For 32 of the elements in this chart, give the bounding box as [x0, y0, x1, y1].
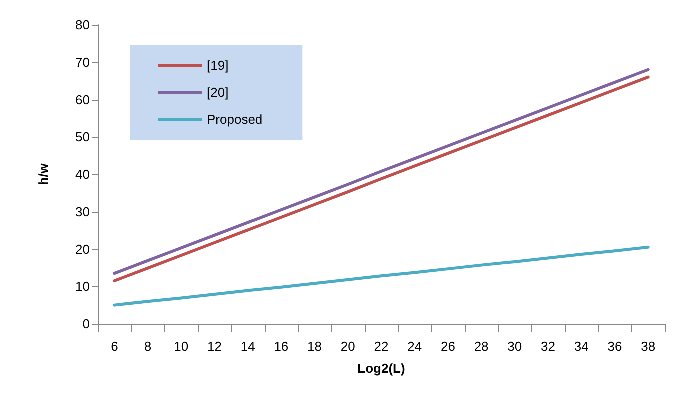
y-tick-label: 50: [76, 130, 90, 145]
x-tick-label: 30: [508, 339, 522, 354]
x-tick-label: 34: [574, 339, 589, 354]
x-tick-label: 24: [408, 339, 422, 354]
y-tick-label: 30: [76, 204, 90, 220]
x-tick-label: 28: [474, 339, 489, 354]
y-tick-label: 70: [76, 54, 90, 70]
x-axis-title: Log2(L): [358, 361, 406, 376]
y-axis-title: h/w: [36, 162, 51, 186]
x-tick-label: 26: [440, 339, 456, 354]
x-tick-label: 6: [111, 339, 118, 354]
x-tick-label: 36: [608, 339, 622, 354]
x-tick-label: 12: [208, 339, 222, 354]
y-tick-label: 80: [76, 18, 90, 32]
y-tick-label: 20: [76, 242, 90, 257]
x-tick-label: 38: [641, 339, 656, 354]
y-tick-label: 60: [76, 92, 90, 108]
x-tick-label: 18: [308, 339, 322, 354]
x-tick-label: 16: [274, 339, 289, 354]
x-tick-label: 14: [240, 339, 256, 354]
x-tick-label: 10: [174, 339, 189, 354]
y-tick-label: 0: [82, 316, 90, 332]
y-tick-label: 40: [76, 167, 90, 182]
legend-label: [19]: [207, 58, 229, 73]
line-series: [113, 246, 650, 307]
x-tick-label: 8: [144, 339, 152, 354]
y-tick-label: 10: [76, 279, 90, 294]
x-tick-label: 22: [374, 339, 389, 354]
legend-label: Proposed: [207, 112, 263, 127]
x-tick-label: 32: [541, 339, 556, 354]
x-tick-label: 20: [340, 339, 356, 354]
legend-label: [20]: [207, 85, 229, 100]
